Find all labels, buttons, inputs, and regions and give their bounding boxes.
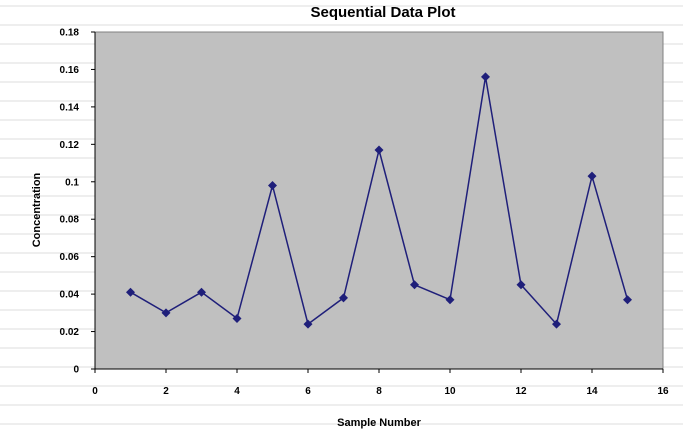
x-tick-label: 12: [515, 386, 527, 397]
x-tick-label: 4: [234, 386, 240, 397]
x-axis-ticks: 0 2 4 6 8 10 12 14 16: [92, 369, 669, 397]
y-tick-label: 0.04: [60, 290, 80, 301]
data-point: [516, 280, 526, 290]
y-tick-label: 0.16: [60, 65, 80, 76]
y-axis-title: Concentration: [31, 172, 43, 247]
data-point: [410, 280, 419, 290]
x-tick-label: 14: [586, 386, 598, 397]
plot-area: [94, 31, 664, 370]
x-tick-label: 2: [163, 386, 169, 397]
y-tick-label: 0.02: [60, 327, 80, 338]
data-point: [303, 319, 313, 329]
data-point: [374, 145, 384, 155]
x-tick-label: 10: [444, 386, 456, 397]
y-tick-label: 0.06: [60, 252, 80, 263]
y-tick-label: 0: [73, 365, 79, 376]
chart-title: Sequential Data Plot: [310, 4, 455, 21]
data-point: [552, 319, 561, 329]
y-tick-label: 0.12: [60, 140, 80, 151]
x-tick-label: 0: [92, 386, 98, 397]
data-point: [161, 308, 171, 318]
x-tick-label: 6: [305, 386, 311, 397]
data-point: [126, 287, 135, 297]
data-point: [445, 295, 455, 305]
y-axis-ticks: 0 0.02 0.04 0.06 0.08 0.1 0.12 0.14 0.16 0.18: [60, 28, 95, 376]
data-point: [268, 181, 277, 191]
y-tick-label: 0.18: [60, 28, 80, 39]
x-tick-label: 16: [657, 386, 669, 397]
x-axis-title: Sample Number: [337, 417, 421, 429]
data-markers: [126, 72, 632, 329]
data-point: [197, 287, 206, 297]
data-point: [587, 171, 597, 181]
y-tick-label: 0.14: [60, 102, 80, 113]
data-point: [232, 313, 242, 323]
data-point: [481, 72, 490, 82]
y-tick-label: 0.08: [60, 215, 80, 226]
y-tick-label: 0.1: [65, 177, 79, 188]
data-point: [339, 293, 348, 303]
data-point: [623, 295, 632, 305]
x-tick-label: 8: [376, 386, 382, 397]
